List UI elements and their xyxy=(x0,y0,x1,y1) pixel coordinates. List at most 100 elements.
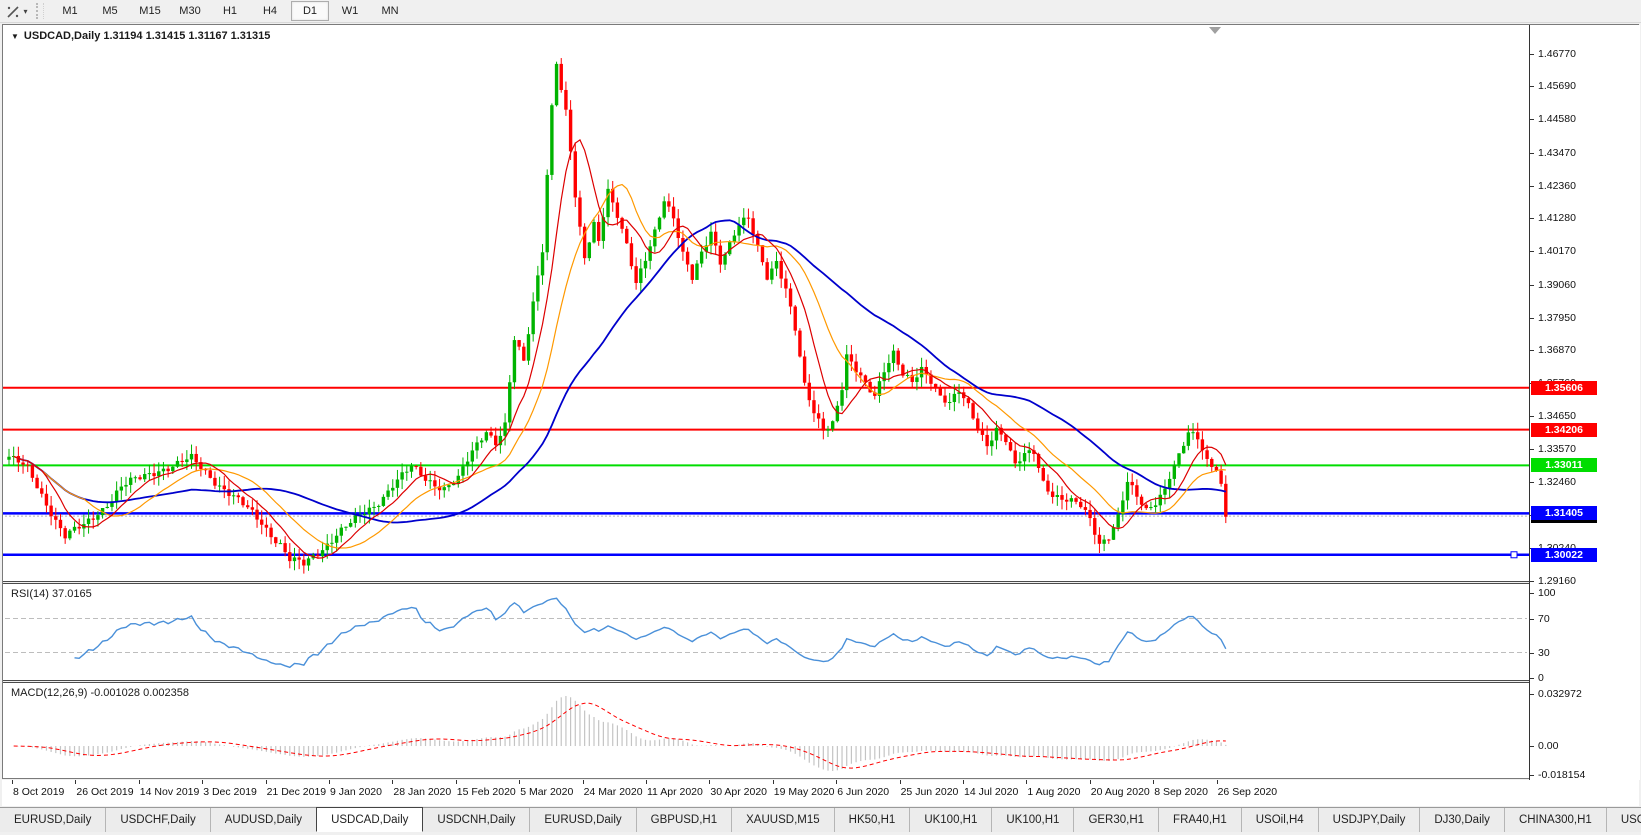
candle xyxy=(601,217,606,241)
date-axis-label: 30 Apr 2020 xyxy=(709,780,767,798)
macd-label: MACD(12,26,9) -0.001028 0.002358 xyxy=(11,687,189,699)
candle xyxy=(91,518,95,520)
candle xyxy=(1036,453,1041,468)
timeframe-button-w1[interactable]: W1 xyxy=(341,5,359,17)
candle xyxy=(779,260,783,279)
chart-tab-usdcad-daily[interactable]: USDCAD,Daily xyxy=(316,807,424,832)
timeframe-button-h1[interactable]: H1 xyxy=(222,5,238,17)
chart-tab-uk100-h1[interactable]: UK100,H1 xyxy=(909,808,991,832)
timeframe-button-m5[interactable]: M5 xyxy=(102,5,118,17)
chart-tab-usoil-h4[interactable]: USOil,H4 xyxy=(1240,808,1318,832)
candle xyxy=(1008,442,1013,451)
candle xyxy=(671,206,676,219)
timeframe-button-h4[interactable]: H4 xyxy=(262,5,278,17)
candle xyxy=(877,381,882,396)
price-axis-tick: 1.44580 xyxy=(1530,113,1576,125)
candle xyxy=(952,393,957,403)
candle xyxy=(1046,480,1050,492)
chart-tab-usoil-h[interactable]: USOil,H xyxy=(1605,808,1641,832)
candle xyxy=(1088,509,1092,519)
candle xyxy=(180,460,184,463)
candle xyxy=(110,501,114,507)
candle xyxy=(1210,458,1214,467)
candle xyxy=(208,470,212,478)
chart-tab-usdchf-daily[interactable]: USDCHF,Daily xyxy=(105,808,209,832)
chart-tab-gbpusd-h1[interactable]: GBPUSD,H1 xyxy=(635,808,731,832)
candle xyxy=(643,260,648,269)
chart-tab-hk50-h1[interactable]: HK50,H1 xyxy=(833,808,910,832)
candle xyxy=(901,364,905,376)
candle xyxy=(554,63,559,106)
candle xyxy=(522,346,526,361)
chart-tab-xauusd-m15[interactable]: XAUUSD,M15 xyxy=(731,808,834,832)
candle xyxy=(1064,499,1069,502)
line-selection-handle[interactable] xyxy=(1510,551,1518,559)
candle xyxy=(1032,450,1036,454)
panel-splitter[interactable] xyxy=(3,680,1638,683)
date-axis-label: 3 Dec 2019 xyxy=(202,780,257,798)
candle xyxy=(816,413,821,419)
timeframe-button-m30[interactable]: M30 xyxy=(179,5,201,17)
chart-tab-china300-h1[interactable]: CHINA300,H1 xyxy=(1503,808,1606,832)
chart-tab-ger30-h1[interactable]: GER30,H1 xyxy=(1073,808,1158,832)
candle xyxy=(400,472,404,480)
candle xyxy=(451,483,456,486)
macd-plot[interactable] xyxy=(3,683,1529,780)
candle xyxy=(171,466,175,472)
candle xyxy=(433,480,437,487)
macd-panel[interactable]: MACD(12,26,9) -0.001028 0.002358 xyxy=(3,683,1529,780)
candle xyxy=(812,400,816,414)
date-axis-label: 21 Dec 2019 xyxy=(265,780,326,798)
ma-fast-line[interactable] xyxy=(13,139,1227,559)
chart-tab-dj30-daily[interactable]: DJ30,Daily xyxy=(1419,808,1504,832)
timeframe-button-m1[interactable]: M1 xyxy=(62,5,78,17)
candle xyxy=(648,246,652,261)
ma-medium-line[interactable] xyxy=(13,183,1226,549)
timeframe-button-mn[interactable]: MN xyxy=(381,5,399,17)
candle xyxy=(302,559,306,566)
chart-tab-uk100-h1[interactable]: UK100,H1 xyxy=(991,808,1073,832)
candle xyxy=(199,462,203,469)
candlestick-chart[interactable] xyxy=(3,25,1529,581)
candle xyxy=(241,497,245,506)
chart-shift-marker[interactable] xyxy=(1209,27,1221,34)
price-axis[interactable]: 1.46770 1.45690 1.44580 1.43470 1.42360 1.412… xyxy=(1529,25,1640,781)
chart-tab-audusd-daily[interactable]: AUDUSD,Daily xyxy=(209,808,316,832)
chart-tab-eurusd-daily[interactable]: EURUSD,Daily xyxy=(529,808,635,832)
ma-slow-line[interactable] xyxy=(18,219,1227,524)
candle xyxy=(540,252,545,276)
candle xyxy=(503,422,507,436)
timeframe-button-d1[interactable]: D1 xyxy=(291,1,329,21)
candle xyxy=(592,221,596,243)
candle xyxy=(573,151,577,198)
candle xyxy=(943,395,947,403)
rsi-plot[interactable] xyxy=(3,584,1529,680)
panel-splitter[interactable] xyxy=(3,581,1638,584)
chart-title-text: USDCAD,Daily 1.31194 1.31415 1.31167 1.3… xyxy=(23,30,271,42)
candle xyxy=(639,268,643,283)
cursor-tool-button[interactable]: ▾ xyxy=(0,1,34,21)
candle xyxy=(536,275,540,302)
timeframe-button-m15[interactable]: M15 xyxy=(139,5,161,17)
candle xyxy=(231,495,236,497)
date-axis-label: 26 Sep 2020 xyxy=(1216,780,1277,798)
chart-tab-eurusd-daily[interactable]: EURUSD,Daily xyxy=(14,814,92,826)
chart-tab-usdcnh-daily[interactable]: USDCNH,Daily xyxy=(437,814,516,826)
candle xyxy=(1130,481,1134,486)
candle xyxy=(1027,450,1031,454)
date-axis-label: 8 Sep 2020 xyxy=(1153,780,1208,798)
candle xyxy=(742,217,746,226)
date-axis[interactable]: 8 Oct 2019 26 Oct 2019 14 Nov 2019 3 Dec 20… xyxy=(2,780,1639,806)
price-chart-panel[interactable]: ▼ USDCAD,Daily 1.31194 1.31415 1.31167 1… xyxy=(3,25,1529,581)
candle xyxy=(1167,478,1172,489)
candle xyxy=(203,468,208,471)
toolbar-grip xyxy=(36,3,44,19)
candle xyxy=(840,390,844,406)
candle xyxy=(835,405,840,422)
chart-tab-fra40-h1[interactable]: FRA40,H1 xyxy=(1158,808,1241,832)
chart-tab-usdjpy-daily[interactable]: USDJPY,Daily xyxy=(1317,808,1420,832)
candle xyxy=(461,466,465,476)
chevron-down-icon: ▼ xyxy=(11,31,19,41)
price-axis-tick: 1.29160 xyxy=(1530,575,1576,587)
rsi-panel[interactable]: RSI(14) 37.0165 xyxy=(3,584,1529,680)
